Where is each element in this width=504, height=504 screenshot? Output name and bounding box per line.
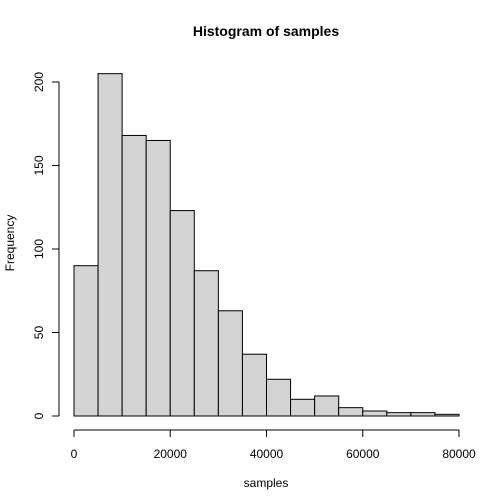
histogram-bar xyxy=(97,73,123,417)
y-tick-label: 0 xyxy=(32,412,46,419)
y-tick-label: 50 xyxy=(32,326,46,340)
histogram-bar xyxy=(266,378,292,417)
y-tick-label: 200 xyxy=(32,72,46,92)
histogram-bar xyxy=(362,410,388,417)
histogram-bar xyxy=(169,210,195,417)
histogram-bar xyxy=(241,353,267,417)
histogram-bar xyxy=(73,265,99,417)
histogram-bar xyxy=(217,310,243,417)
x-tick-label: 20000 xyxy=(154,447,188,461)
x-tick-label: 80000 xyxy=(442,447,476,461)
x-tick-label: 40000 xyxy=(250,447,284,461)
y-tick-label: 150 xyxy=(32,155,46,175)
x-tick-label: 60000 xyxy=(346,447,380,461)
histogram-bar xyxy=(410,412,436,417)
y-axis: 0 50 100 150 200 xyxy=(32,72,60,419)
histogram-bar xyxy=(386,412,412,417)
y-tick-label: 100 xyxy=(32,239,46,259)
histogram-bar xyxy=(121,134,147,417)
histogram-bar xyxy=(193,270,219,417)
histogram-bar xyxy=(314,395,340,417)
histogram-bar xyxy=(338,407,364,417)
x-tick-label: 0 xyxy=(71,447,78,461)
histogram-bar xyxy=(145,139,171,417)
x-axis-label: samples xyxy=(244,476,289,490)
histogram-bar xyxy=(290,398,316,417)
chart-title: Histogram of samples xyxy=(193,23,339,39)
y-axis-label: Frequency xyxy=(3,215,17,272)
bars-group xyxy=(73,73,460,417)
x-axis: 0 20000 40000 60000 80000 xyxy=(71,429,476,461)
histogram-bar xyxy=(434,413,460,417)
